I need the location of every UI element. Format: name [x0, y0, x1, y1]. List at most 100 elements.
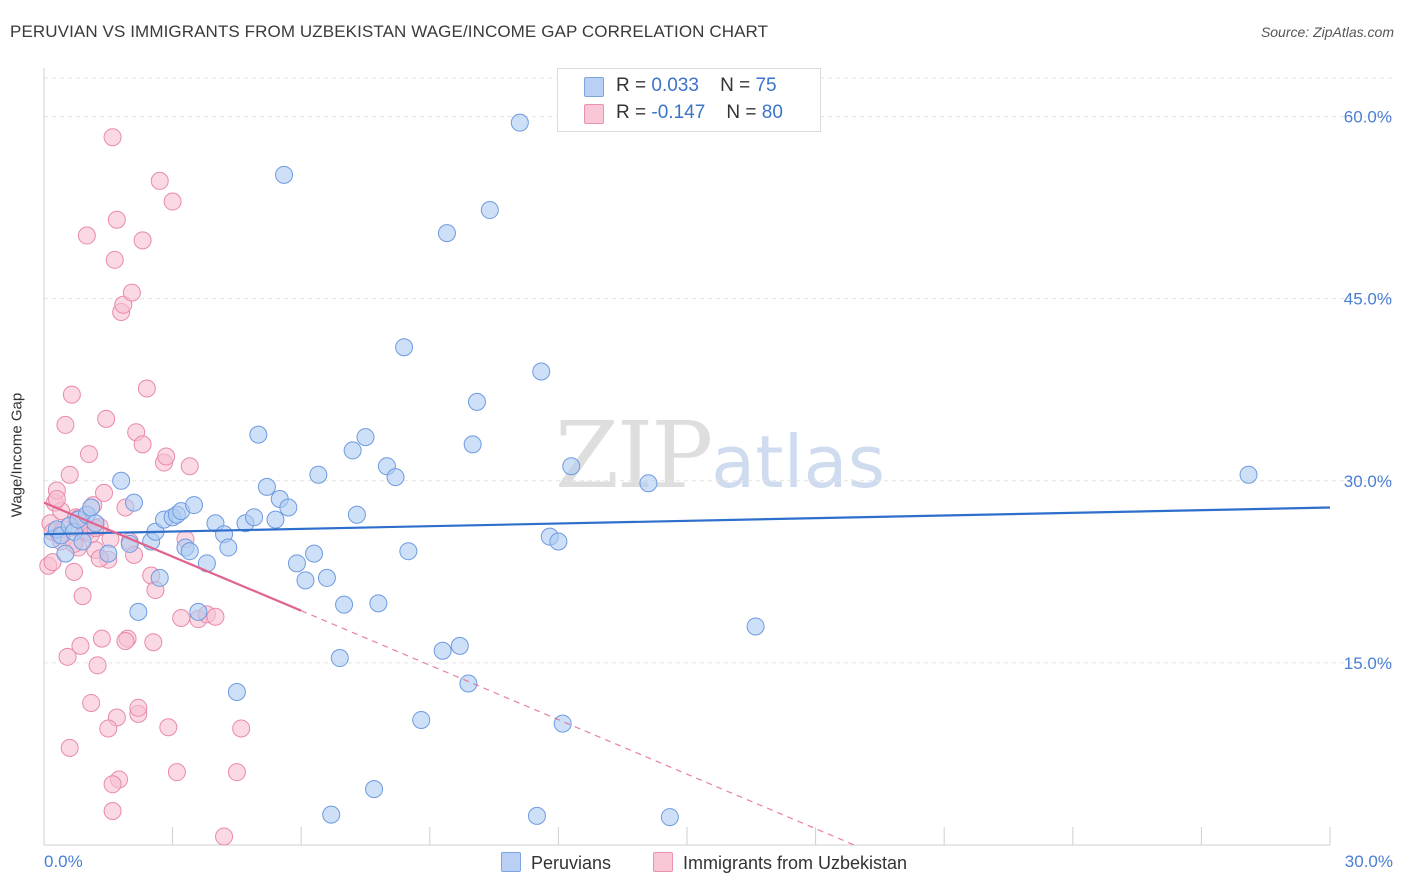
peruvian-point — [527, 806, 546, 825]
uzbekistan-point — [65, 562, 84, 581]
legend-n-value: 75 — [755, 75, 777, 96]
peruvian-point — [56, 544, 75, 563]
peruvian-point — [395, 338, 414, 357]
peruvian-point — [322, 805, 341, 824]
uzbekistan-point — [88, 656, 107, 675]
legend-n-label: N = — [720, 75, 751, 96]
uzbekistan-point — [58, 647, 77, 666]
peruvian-point — [386, 468, 405, 487]
uzbekistan-point — [105, 250, 124, 269]
watermark-zip: ZIP — [555, 402, 713, 509]
uzbekistan-point — [172, 608, 191, 627]
uzbekistan-point — [60, 738, 79, 757]
peruvian-point — [275, 165, 294, 184]
peruvian-point — [437, 224, 456, 243]
uzbekistan-point — [92, 629, 111, 648]
peruvian-point — [150, 568, 169, 587]
uzbekistan-point — [99, 719, 118, 738]
legend-r-value: 0.033 — [651, 75, 699, 96]
peruvian-point — [365, 780, 384, 799]
peruvian-point — [335, 595, 354, 614]
y-tick-label: 30.0% — [1344, 472, 1392, 491]
uzbekistan-point — [122, 283, 141, 302]
stats-legend: R = 0.033 N = 75 R = -0.147 N = 80 — [557, 68, 821, 132]
uzbekistan-point — [133, 231, 152, 250]
uzbekistan-point — [137, 379, 156, 398]
bottom-legend-peruvians[interactable]: Peruvians — [501, 852, 611, 874]
y-tick-label: 60.0% — [1344, 108, 1392, 127]
bottom-legend-swatch-blue — [501, 852, 521, 872]
uzbekistan-point — [60, 465, 79, 484]
uzbekistan-point — [180, 457, 199, 476]
uzbekistan-point — [43, 553, 62, 572]
peruvian-point — [480, 201, 499, 220]
peruvian-point — [257, 477, 276, 496]
uzbekistan-point — [103, 802, 122, 821]
peruvian-point — [399, 542, 418, 561]
peruvian-point — [287, 554, 306, 573]
uzbekistan-point — [56, 415, 75, 434]
peruvian-point — [1239, 465, 1258, 484]
peruvian-point — [467, 392, 486, 411]
peruvian-point — [510, 113, 529, 132]
uzbekistan-point — [71, 636, 90, 655]
watermark-atlas: atlas — [711, 420, 886, 504]
y-tick-label: 45.0% — [1344, 290, 1392, 309]
peruvian-point — [356, 428, 375, 447]
legend-n-label: N = — [726, 102, 757, 123]
y-tick-label: 15.0% — [1344, 654, 1392, 673]
peruvian-point — [660, 808, 679, 827]
peruvian-point — [639, 474, 658, 493]
bottom-legend-swatch-pink — [653, 852, 673, 872]
peruvian-point — [129, 602, 148, 621]
y-axis-label: Wage/Income Gap — [8, 392, 26, 518]
peruvian-trend-line — [43, 506, 1331, 536]
zipatlas-watermark: ZIPatlas — [555, 402, 885, 509]
uzbekistan-point — [97, 409, 116, 428]
uzbekistan-point — [77, 226, 96, 245]
peruvian-point — [245, 508, 264, 527]
peruvian-point — [112, 471, 131, 490]
uzbekistan-point — [80, 445, 99, 464]
uzbekistan-point — [157, 447, 176, 466]
legend-n-value: 80 — [761, 102, 783, 123]
peruvian-point — [463, 435, 482, 454]
peruvian-point — [266, 510, 285, 529]
peruvian-point — [185, 496, 204, 515]
bottom-legend-uzbekistan[interactable]: Immigrants from Uzbekistan — [653, 852, 907, 874]
legend-r-label: R = — [616, 75, 647, 96]
chart-title: PERUVIAN VS IMMIGRANTS FROM UZBEKISTAN W… — [10, 22, 769, 41]
peruvian-point — [227, 683, 246, 702]
uzbekistan-point — [159, 718, 178, 737]
peruvian-point — [249, 425, 268, 444]
uzbekistan-point — [103, 128, 122, 147]
legend-text-peruvians: R = 0.033 N = 75 — [616, 75, 777, 97]
peruvian-point — [317, 568, 336, 587]
peruvian-point — [330, 649, 349, 668]
peruvian-point — [296, 571, 315, 590]
uzbekistan-point — [62, 385, 81, 404]
peruvian-point — [450, 636, 469, 655]
peruvian-point — [532, 362, 551, 381]
peruvian-point — [125, 493, 144, 512]
uzbekistan-trend-extension — [300, 610, 855, 846]
peruvian-point — [549, 532, 568, 551]
uzbekistan-point — [103, 775, 122, 794]
uzbekistan-point — [232, 719, 251, 738]
bottom-legend-label-peruvians: Peruvians — [531, 853, 612, 873]
peruvian-point — [279, 498, 298, 517]
legend-swatch-blue — [584, 77, 604, 97]
uzbekistan-point — [129, 698, 148, 717]
peruvian-point — [369, 594, 388, 613]
uzbekistan-point — [107, 210, 126, 229]
uzbekistan-point — [150, 171, 169, 190]
x-tick-label-min: 0.0% — [44, 852, 83, 871]
uzbekistan-point — [167, 763, 186, 782]
uzbekistan-point — [95, 483, 114, 502]
uzbekistan-trend-line — [43, 501, 302, 612]
peruvian-point — [305, 544, 324, 563]
peruvian-point — [412, 710, 431, 729]
uzbekistan-point — [206, 607, 225, 626]
uzbekistan-point — [82, 693, 101, 712]
